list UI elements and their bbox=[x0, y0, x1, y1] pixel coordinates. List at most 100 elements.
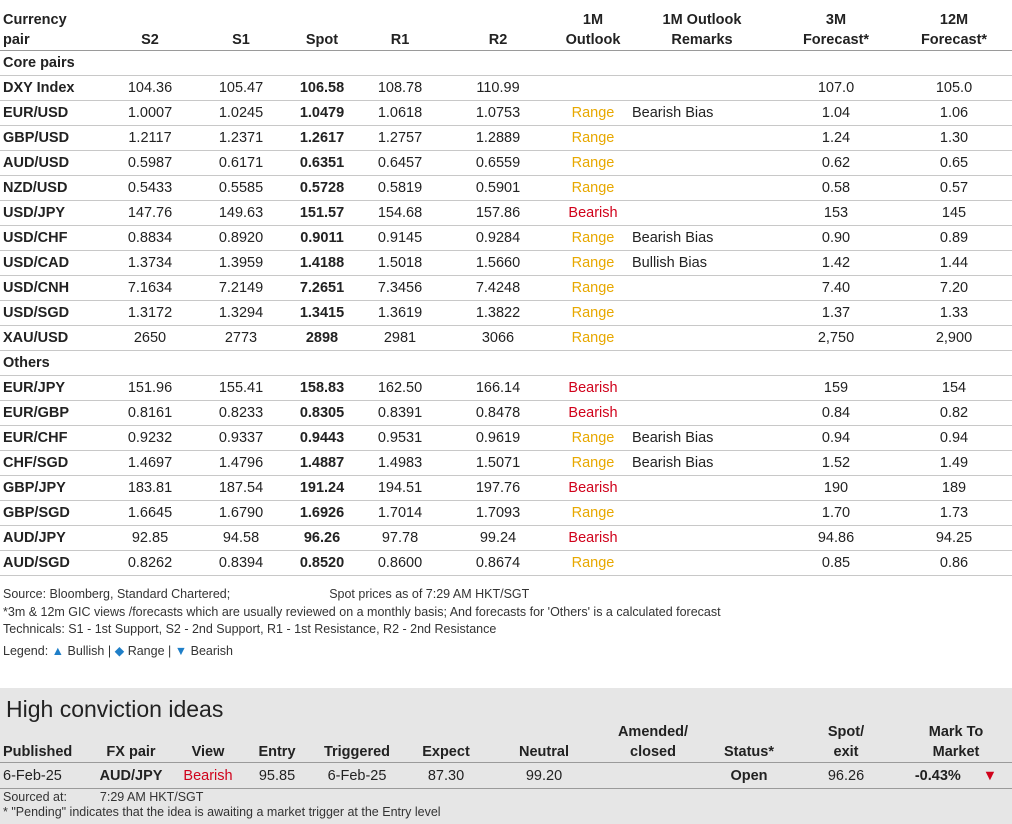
spot-time-text: Spot prices as of 7:29 AM HKT/SGT bbox=[329, 587, 530, 601]
spot-cell: 1.6926 bbox=[282, 500, 362, 526]
f12m-cell: 94.25 bbox=[896, 525, 1012, 551]
spot-cell: 2898 bbox=[282, 325, 362, 351]
table-row: EUR/USD 1.0007 1.0245 1.0479 1.0618 1.0753 Ran… bbox=[0, 100, 1012, 126]
panel-title: High conviction ideas bbox=[6, 696, 224, 722]
table-row: GBP/JPY 183.81 187.54 191.24 194.51 197.76 Bea… bbox=[0, 475, 1012, 501]
table-row: NZD/USD 0.5433 0.5585 0.5728 0.5819 0.5901 Ran… bbox=[0, 175, 1012, 201]
pair-cell: GBP/JPY bbox=[0, 475, 100, 501]
pending-note: * "Pending" indicates that the idea is a… bbox=[3, 805, 441, 819]
col-header-s2: S2 bbox=[100, 0, 200, 51]
r1-cell: 1.5018 bbox=[362, 250, 438, 276]
remark-cell: Bearish Bias bbox=[628, 100, 776, 126]
s1-cell: 2773 bbox=[200, 325, 282, 351]
table-row: USD/CAD 1.3734 1.3959 1.4188 1.5018 1.5660 Ran… bbox=[0, 250, 1012, 276]
r2-cell: 99.24 bbox=[438, 525, 558, 551]
r1-cell: 1.7014 bbox=[362, 500, 438, 526]
r1-cell: 1.2757 bbox=[362, 125, 438, 151]
s2-cell: 1.0007 bbox=[100, 100, 200, 126]
table-row: GBP/SGD 1.6645 1.6790 1.6926 1.7014 1.7093 Ran… bbox=[0, 500, 1012, 526]
remark-cell bbox=[628, 525, 776, 551]
hci-mtm-cell: -0.43% ▼ bbox=[900, 762, 1012, 789]
remark-cell bbox=[628, 475, 776, 501]
f12m-cell: 1.44 bbox=[896, 250, 1012, 276]
outlook-cell: Range bbox=[558, 250, 628, 276]
f3m-cell: 7.40 bbox=[776, 275, 896, 301]
r2-cell: 0.8674 bbox=[438, 550, 558, 576]
spot-cell: 191.24 bbox=[282, 475, 362, 501]
high-conviction-panel: High conviction ideas Published FX pair … bbox=[0, 688, 1012, 824]
r2-cell: 1.7093 bbox=[438, 500, 558, 526]
pair-cell: EUR/GBP bbox=[0, 400, 100, 426]
s1-cell: 1.4796 bbox=[200, 450, 282, 476]
outlook-cell: Bearish bbox=[558, 525, 628, 551]
f12m-cell: 1.73 bbox=[896, 500, 1012, 526]
spot-cell: 1.4887 bbox=[282, 450, 362, 476]
s2-cell: 183.81 bbox=[100, 475, 200, 501]
outlook-cell: Range bbox=[558, 325, 628, 351]
outlook-cell: Bearish bbox=[558, 400, 628, 426]
outlook-cell: Range bbox=[558, 100, 628, 126]
outlook-cell: Range bbox=[558, 300, 628, 326]
hci-table: Published FX pair View Entry Triggered E… bbox=[0, 722, 1012, 789]
legend: Legend: ▲ Bullish | ◆ Range | ▼ Bearish bbox=[3, 643, 721, 661]
f3m-cell: 153 bbox=[776, 200, 896, 226]
hci-header-mtm: Mark To Market bbox=[900, 722, 1012, 763]
f12m-cell: 0.65 bbox=[896, 150, 1012, 176]
r2-cell: 0.8478 bbox=[438, 400, 558, 426]
r2-cell: 110.99 bbox=[438, 75, 558, 101]
pair-cell: USD/CHF bbox=[0, 225, 100, 251]
f3m-cell: 1.04 bbox=[776, 100, 896, 126]
f12m-cell: 7.20 bbox=[896, 275, 1012, 301]
s1-cell: 0.8233 bbox=[200, 400, 282, 426]
r2-cell: 0.5901 bbox=[438, 175, 558, 201]
pair-cell: GBP/USD bbox=[0, 125, 100, 151]
triangle-down-icon: ▼ bbox=[982, 767, 998, 784]
source-text: Source: Bloomberg, Standard Chartered; bbox=[3, 587, 231, 601]
outlook-cell: Range bbox=[558, 275, 628, 301]
table-row: DXY Index 104.36 105.47 106.58 108.78 110.99 1… bbox=[0, 75, 1012, 101]
hci-header-view: View bbox=[172, 722, 244, 763]
spot-cell: 1.2617 bbox=[282, 125, 362, 151]
section-title: Core pairs bbox=[0, 50, 1012, 76]
spot-cell: 158.83 bbox=[282, 375, 362, 401]
section-title: Others bbox=[0, 350, 1012, 376]
r1-cell: 0.8391 bbox=[362, 400, 438, 426]
f12m-cell: 105.0 bbox=[896, 75, 1012, 101]
hci-footnotes: Sourced at: 7:29 AM HKT/SGT * "Pending" … bbox=[3, 790, 441, 820]
r2-cell: 1.2889 bbox=[438, 125, 558, 151]
s2-cell: 0.9232 bbox=[100, 425, 200, 451]
f3m-cell: 1.24 bbox=[776, 125, 896, 151]
table-row: CHF/SGD 1.4697 1.4796 1.4887 1.4983 1.5071 Ran… bbox=[0, 450, 1012, 476]
spot-cell: 1.0479 bbox=[282, 100, 362, 126]
spot-cell: 151.57 bbox=[282, 200, 362, 226]
s2-cell: 0.5433 bbox=[100, 175, 200, 201]
f3m-cell: 0.94 bbox=[776, 425, 896, 451]
hci-triggered: 6-Feb-25 bbox=[310, 762, 404, 789]
f12m-cell: 2,900 bbox=[896, 325, 1012, 351]
pair-cell: EUR/USD bbox=[0, 100, 100, 126]
pair-cell: GBP/SGD bbox=[0, 500, 100, 526]
s1-cell: 0.6171 bbox=[200, 150, 282, 176]
r1-cell: 0.9531 bbox=[362, 425, 438, 451]
f3m-cell: 1.52 bbox=[776, 450, 896, 476]
f3m-cell: 0.58 bbox=[776, 175, 896, 201]
s1-cell: 155.41 bbox=[200, 375, 282, 401]
pair-cell: EUR/JPY bbox=[0, 375, 100, 401]
pair-cell: XAU/USD bbox=[0, 325, 100, 351]
spot-cell: 1.4188 bbox=[282, 250, 362, 276]
hci-amended bbox=[600, 762, 706, 789]
r2-cell: 157.86 bbox=[438, 200, 558, 226]
remark-cell bbox=[628, 400, 776, 426]
table-row: USD/JPY 147.76 149.63 151.57 154.68 157.86 Bea… bbox=[0, 200, 1012, 226]
r1-cell: 1.0618 bbox=[362, 100, 438, 126]
r1-cell: 0.6457 bbox=[362, 150, 438, 176]
spot-cell: 96.26 bbox=[282, 525, 362, 551]
hci-entry: 95.85 bbox=[244, 762, 310, 789]
outlook-cell: Range bbox=[558, 500, 628, 526]
s1-cell: 0.5585 bbox=[200, 175, 282, 201]
f3m-cell: 0.85 bbox=[776, 550, 896, 576]
spot-cell: 106.58 bbox=[282, 75, 362, 101]
hci-pair: AUD/JPY bbox=[90, 762, 172, 789]
r1-cell: 2981 bbox=[362, 325, 438, 351]
f3m-cell: 0.84 bbox=[776, 400, 896, 426]
